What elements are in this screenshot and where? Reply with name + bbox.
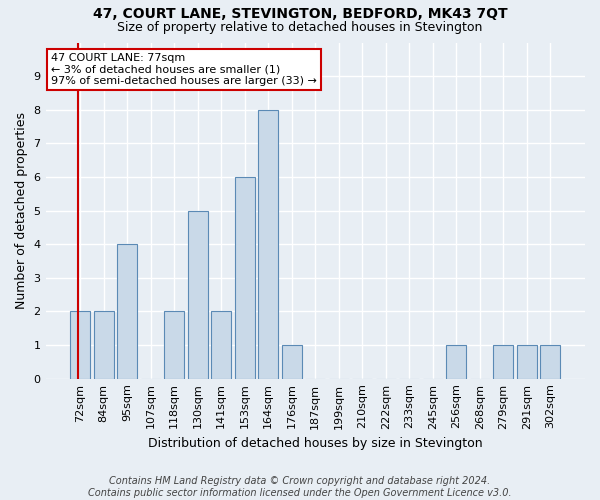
Bar: [446, 345, 466, 378]
Text: 47, COURT LANE, STEVINGTON, BEDFORD, MK43 7QT: 47, COURT LANE, STEVINGTON, BEDFORD, MK4…: [92, 8, 508, 22]
Bar: [94, 312, 113, 378]
Bar: [493, 345, 514, 378]
X-axis label: Distribution of detached houses by size in Stevington: Distribution of detached houses by size …: [148, 437, 482, 450]
Bar: [117, 244, 137, 378]
Bar: [258, 110, 278, 378]
Bar: [517, 345, 537, 378]
Bar: [541, 345, 560, 378]
Bar: [188, 210, 208, 378]
Bar: [164, 312, 184, 378]
Text: Contains HM Land Registry data © Crown copyright and database right 2024.
Contai: Contains HM Land Registry data © Crown c…: [88, 476, 512, 498]
Bar: [211, 312, 231, 378]
Bar: [282, 345, 302, 378]
Bar: [70, 312, 90, 378]
Text: Size of property relative to detached houses in Stevington: Size of property relative to detached ho…: [118, 21, 482, 34]
Y-axis label: Number of detached properties: Number of detached properties: [15, 112, 28, 309]
Bar: [235, 177, 255, 378]
Text: 47 COURT LANE: 77sqm
← 3% of detached houses are smaller (1)
97% of semi-detache: 47 COURT LANE: 77sqm ← 3% of detached ho…: [51, 52, 317, 86]
